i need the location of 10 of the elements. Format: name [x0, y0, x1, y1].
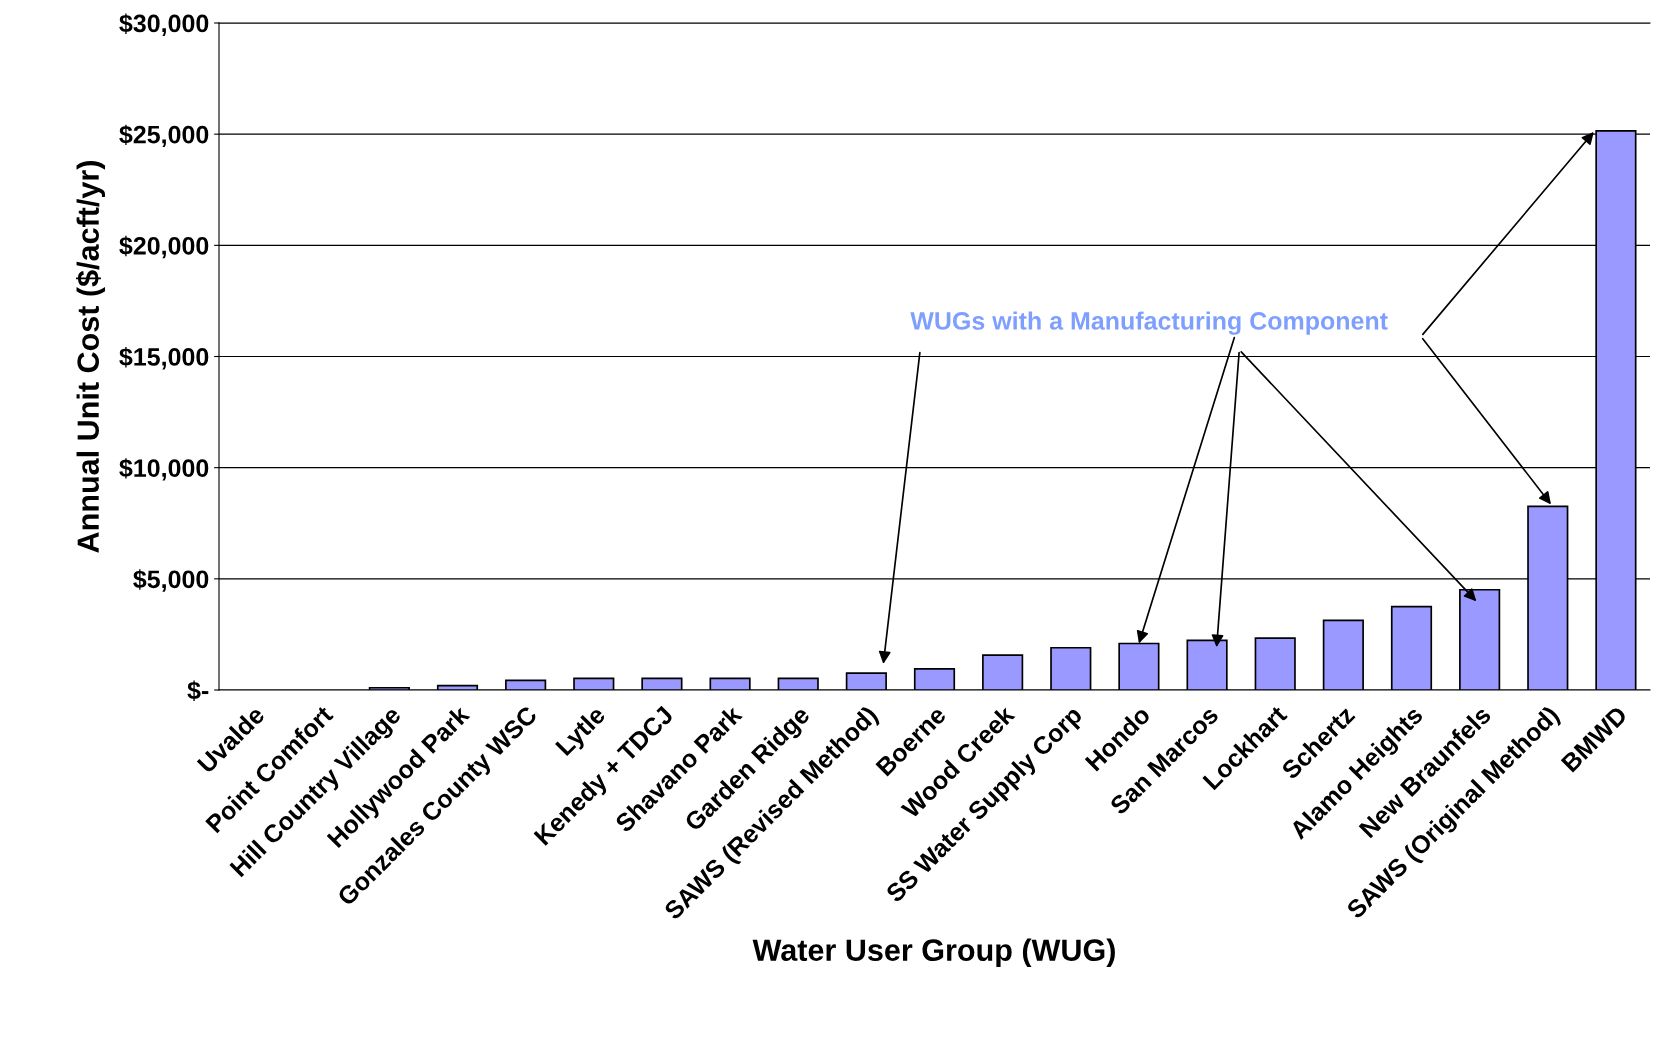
- y-tick-label: $30,000: [119, 13, 209, 36]
- y-tick-label: $5,000: [133, 569, 209, 592]
- y-tick-label: $15,000: [119, 347, 209, 370]
- y-axis-title: Annual Unit Cost ($/acft/yr): [76, 161, 106, 553]
- x-axis-title: Water User Group (WUG): [752, 938, 1115, 968]
- y-tick-label: $10,000: [119, 458, 209, 481]
- annotation: WUGs with a Manufacturing Component: [910, 311, 1388, 335]
- y-tick-label: $-: [187, 680, 209, 701]
- y-tick-label: $25,000: [119, 124, 209, 148]
- y-tick-label: $20,000: [119, 235, 209, 259]
